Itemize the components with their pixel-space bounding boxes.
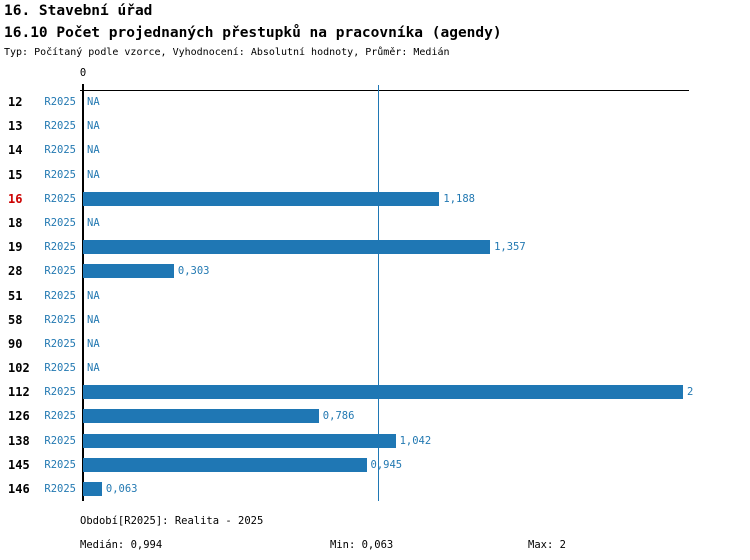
value-bar [83, 264, 174, 279]
value-bar [83, 433, 396, 448]
chart-row: 14 R2025 NA [0, 138, 750, 162]
row-category-label: 14 [8, 143, 23, 158]
na-value-label: NA [87, 337, 100, 350]
row-period-label: R2025 [44, 482, 76, 495]
chart-row: 19 R2025 1,357 [0, 235, 750, 259]
value-bar [83, 240, 491, 255]
row-period-label: R2025 [44, 265, 76, 278]
chart-row: 18 R2025 NA [0, 211, 750, 235]
row-period-label: R2025 [44, 289, 76, 302]
bar-value-label: 2 [687, 386, 694, 399]
row-period-label: R2025 [44, 362, 76, 375]
chart-row: 112 R2025 2 [0, 380, 750, 404]
row-period-label: R2025 [44, 192, 76, 205]
bar-value-label: 0,303 [177, 265, 210, 278]
footer-min-stat: Min: 0,063 [330, 539, 394, 551]
row-period-label: R2025 [44, 337, 76, 350]
chart-row: 102 R2025 NA [0, 356, 750, 380]
chart-title: 16.10 Počet projednaných přestupků na pr… [4, 25, 502, 41]
row-category-label: 18 [8, 215, 23, 230]
row-category-label: 112 [8, 385, 30, 400]
row-category-label: 145 [8, 457, 30, 472]
chart-subtitle: Typ: Počítaný podle vzorce, Vyhodnocení:… [4, 47, 450, 58]
chart-row: 90 R2025 NA [0, 332, 750, 356]
value-bar [83, 409, 319, 424]
bar-value-label: 1,042 [399, 434, 432, 447]
chart-row: 13 R2025 NA [0, 114, 750, 138]
na-value-label: NA [87, 168, 100, 181]
na-value-label: NA [87, 96, 100, 109]
footer-median-stat: Medián: 0,994 [80, 539, 163, 551]
chart-row: 145 R2025 0,945 [0, 453, 750, 477]
row-category-label: 19 [8, 240, 23, 255]
na-value-label: NA [87, 216, 100, 229]
x-axis-zero-tick-label: 0 [79, 67, 87, 79]
value-bar [83, 457, 367, 472]
value-bar [83, 481, 102, 496]
row-period-label: R2025 [44, 216, 76, 229]
value-bar [83, 385, 683, 400]
footer-max-stat: Max: 2 [528, 539, 566, 551]
y-axis-line [82, 90, 84, 501]
na-value-label: NA [87, 144, 100, 157]
bar-value-label: 1,188 [443, 192, 475, 205]
median-reference-line [378, 85, 379, 501]
row-period-label: R2025 [44, 458, 76, 471]
chart-row: 126 R2025 0,786 [0, 404, 750, 428]
na-value-label: NA [87, 313, 100, 326]
chart-row: 146 R2025 0,063 [0, 477, 750, 501]
row-period-label: R2025 [44, 386, 76, 399]
x-axis-zero-tick [82, 84, 84, 95]
bar-value-label: 0,945 [370, 458, 403, 471]
row-category-label: 102 [8, 361, 30, 376]
row-category-label: 138 [8, 433, 30, 448]
bar-value-label: 0,063 [105, 482, 138, 495]
row-category-label: 28 [8, 264, 23, 279]
na-value-label: NA [87, 120, 100, 133]
row-category-label: 15 [8, 167, 23, 182]
row-category-label: 13 [8, 119, 23, 134]
row-period-label: R2025 [44, 168, 76, 181]
value-bar [83, 191, 440, 206]
row-category-label: 90 [8, 336, 23, 351]
row-period-label: R2025 [44, 144, 76, 157]
footer-period-legend: Období[R2025]: Realita - 2025 [80, 515, 264, 527]
chart-row: 138 R2025 1,042 [0, 429, 750, 453]
x-axis-line [80, 90, 689, 91]
chart-row: 15 R2025 NA [0, 163, 750, 187]
chart-row: 12 R2025 NA [0, 90, 750, 114]
bar-value-label: 1,357 [494, 241, 526, 254]
section-title: 16. Stavební úřad [4, 3, 153, 19]
row-period-label: R2025 [44, 120, 76, 133]
bar-value-label: 0,786 [322, 410, 355, 423]
row-period-label: R2025 [44, 241, 76, 254]
row-period-label: R2025 [44, 434, 76, 447]
na-value-label: NA [87, 289, 100, 302]
row-period-label: R2025 [44, 96, 76, 109]
row-period-label: R2025 [44, 313, 76, 326]
chart-row: 16 R2025 1,188 [0, 187, 750, 211]
row-category-label: 58 [8, 312, 23, 327]
chart-row: 58 R2025 NA [0, 308, 750, 332]
row-category-label: 146 [8, 481, 30, 496]
row-category-label: 12 [8, 95, 23, 110]
row-category-label: 16 [8, 191, 23, 206]
row-category-label: 126 [8, 409, 30, 424]
row-category-label: 51 [8, 288, 23, 303]
chart-row: 51 R2025 NA [0, 283, 750, 307]
chart-row: 28 R2025 0,303 [0, 259, 750, 283]
na-value-label: NA [87, 362, 100, 375]
row-period-label: R2025 [44, 410, 76, 423]
